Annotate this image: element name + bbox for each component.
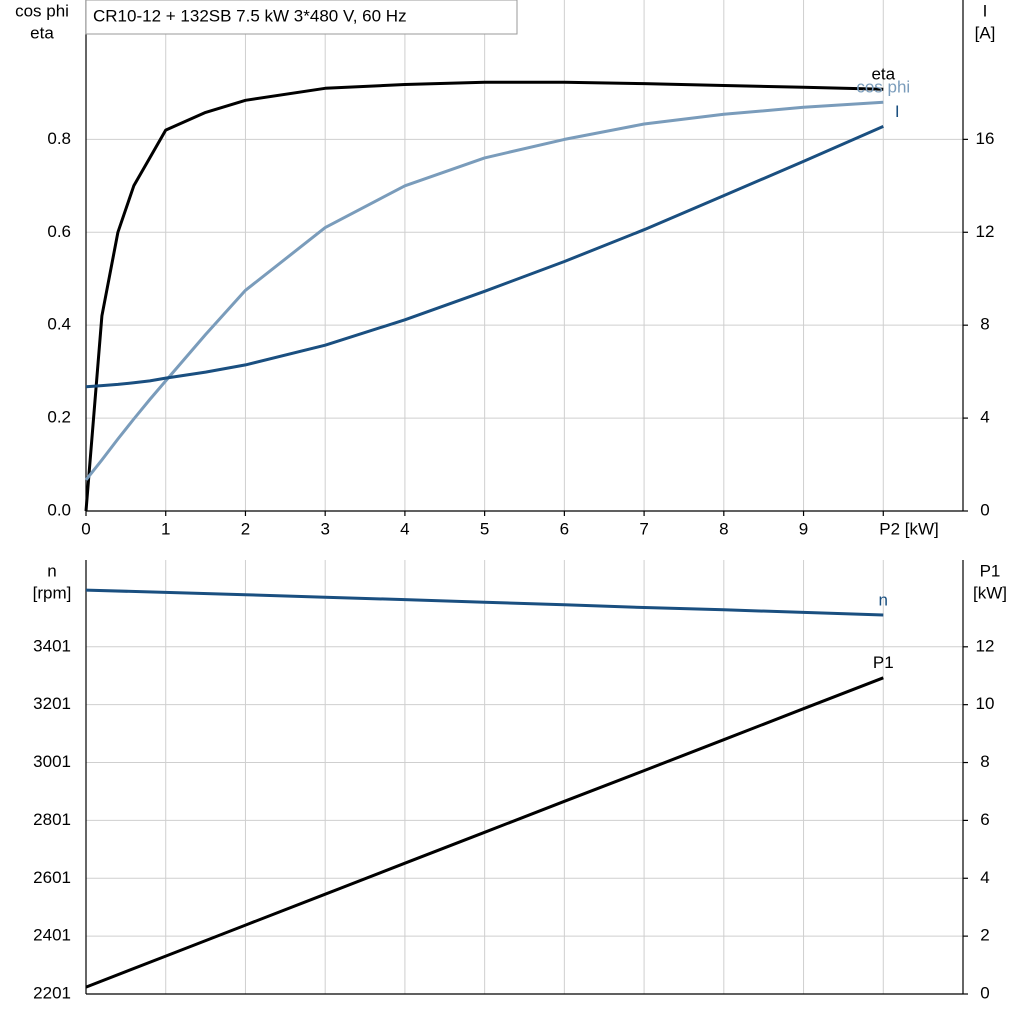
y2-tick-label: 0 [980,500,989,519]
y2-tick-label: 4 [980,868,989,887]
y-tick-label: 3201 [33,694,71,713]
y-axis-title: cos phi [15,1,69,20]
y-axis-title: eta [30,23,54,42]
series-line [84,80,884,512]
y2-tick-label: 8 [980,752,989,771]
series-label: P1 [873,653,894,672]
series-line [85,125,884,389]
y2-tick-label: 10 [976,694,995,713]
series-label: eta [871,65,895,84]
title-box [85,0,518,35]
y2-tick-label: 0 [980,983,989,1002]
y-tick-label: 0.6 [47,222,71,241]
y-tick-label: 0.0 [47,500,71,519]
y2-tick-label: 8 [980,315,989,334]
y2-tick-label: 4 [980,408,989,427]
y-tick-label: 0.8 [47,129,71,148]
x-tick-label: 3 [320,519,329,538]
y-axis-title: [rpm] [33,583,72,602]
x-tick-label: 6 [560,519,569,538]
x-tick-label: P2 [kW] [879,519,939,538]
y-tick-label: 3001 [33,752,71,771]
series-label: cos phi [856,78,910,97]
y-tick-label: 2201 [33,983,71,1002]
series-line [84,100,884,481]
y-tick-label: 3401 [33,636,71,655]
x-tick-label: 9 [799,519,808,538]
series-label: n [879,590,888,609]
y2-tick-label: 2 [980,926,989,945]
x-tick-label: 8 [719,519,728,538]
y-axis-title: n [47,561,56,580]
y2-tick-label: 6 [980,810,989,829]
x-tick-label: 7 [639,519,648,538]
x-tick-label: 1 [161,519,170,538]
y2-axis-title: [kW] [973,583,1007,602]
y2-tick-label: 12 [976,636,995,655]
y-tick-label: 0.2 [47,408,71,427]
y2-axis-title: I [983,1,988,20]
y-tick-label: 2401 [33,926,71,945]
x-tick-label: 5 [480,519,489,538]
y2-axis-title: [A] [975,23,996,42]
series-label: I [895,102,900,121]
y2-tick-label: 12 [976,222,995,241]
x-tick-label: 0 [81,519,90,538]
y2-tick-label: 16 [976,129,995,148]
series-line [85,676,884,989]
y-tick-label: 2601 [33,868,71,887]
y-tick-label: 2801 [33,810,71,829]
y2-axis-title: P1 [980,561,1001,580]
chart-title: CR10-12 + 132SB 7.5 kW 3*480 V, 60 Hz [93,6,407,25]
x-tick-label: 4 [400,519,409,538]
x-tick-label: 2 [241,519,250,538]
series-line [85,588,884,617]
y-tick-label: 0.4 [47,315,71,334]
